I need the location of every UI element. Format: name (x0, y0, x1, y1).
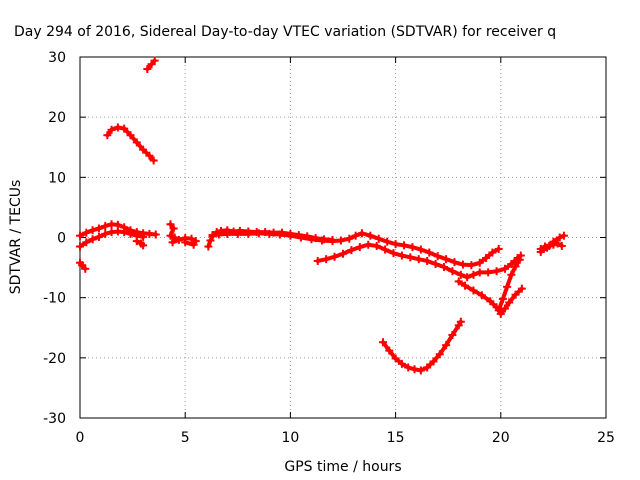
x-tick-label: 5 (181, 430, 190, 446)
point-trail (557, 233, 566, 240)
point-trail (490, 246, 501, 255)
y-tick-label: -20 (43, 351, 66, 367)
point-trail (515, 253, 523, 260)
y-tick-label: 30 (48, 50, 66, 66)
data-points (76, 56, 568, 375)
x-tick-label: 10 (281, 430, 299, 446)
point-trail (505, 272, 514, 289)
point-trail (139, 241, 146, 248)
y-axis-label: SDTVAR / TECUs (8, 180, 24, 295)
chart-title: Day 294 of 2016, Sidereal Day-to-day VTE… (14, 24, 556, 40)
point-trail (147, 153, 156, 163)
y-tick-label: 20 (48, 110, 66, 126)
x-tick-label: 15 (387, 430, 405, 446)
x-axis-label: GPS time / hours (284, 459, 401, 475)
point-trail (444, 332, 455, 348)
point-trail (147, 231, 158, 237)
point-trail (496, 296, 505, 313)
point-trail (80, 263, 88, 271)
grid (80, 57, 606, 418)
point-trail (513, 286, 524, 297)
point-trail (134, 233, 146, 239)
y-tick-label: 0 (57, 231, 66, 247)
y-tick-label: 10 (48, 170, 66, 186)
axis-ticks: 0 5 10 15 20 25 -30 -20 -10 0 10 20 30 (43, 50, 615, 446)
point-trail (183, 240, 196, 247)
point-trail (555, 241, 564, 248)
y-tick-label: -30 (43, 411, 66, 427)
y-tick-label: -10 (43, 291, 66, 307)
point-trail (149, 58, 157, 67)
x-tick-label: 20 (492, 430, 510, 446)
x-tick-label: 0 (76, 430, 85, 446)
x-tick-label: 25 (597, 430, 615, 446)
plot-frame (79, 56, 607, 419)
point-trail (456, 319, 463, 328)
point-trail (513, 257, 522, 269)
point-trail (500, 284, 510, 301)
